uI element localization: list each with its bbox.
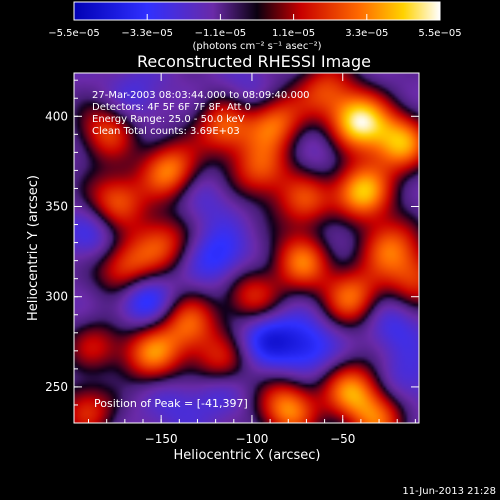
y-tick-label: 400 — [45, 109, 68, 123]
colorbar-tick-label: 3.3e−05 — [345, 28, 388, 39]
colorbar-ticks: −5.5e−05 −3.3e−05 −1.1e−05 1.1e−05 3.3e−05 5.… — [48, 14, 462, 39]
x-tick-label: −100 — [235, 432, 268, 446]
colorbar-unit-label: (photons cm⁻² s⁻¹ asec⁻²) — [192, 41, 321, 52]
annotation-line: 27-Mar-2003 08:03:44.000 to 08:09:40.000 — [92, 90, 310, 101]
image-area — [74, 73, 419, 423]
chart-title: Reconstructed RHESSI Image — [137, 52, 371, 71]
colorbar-gradient — [73, 1, 441, 21]
plot-frame — [73, 72, 420, 424]
x-axis-label: Heliocentric X (arcsec) — [174, 448, 321, 463]
colorbar-tick-label: −3.3e−05 — [121, 28, 173, 39]
colorbar-tick-label: −1.1e−05 — [195, 28, 247, 39]
x-tick-label: −150 — [145, 432, 178, 446]
annotation-line: Energy Range: 25.0 - 50.0 keV — [92, 114, 245, 125]
colorbar-tick-label: −5.5e−05 — [48, 28, 100, 39]
colorbar-tick-label: 1.1e−05 — [272, 28, 315, 39]
annotation-line: Detectors: 4F 5F 6F 7F 8F, Att 0 — [92, 102, 251, 113]
heatmap-image — [74, 73, 419, 423]
colorbar-tick-label: 5.5e−05 — [418, 28, 461, 39]
y-axis-label: Heliocentric Y (arcsec) — [26, 175, 41, 321]
y-axis: 250 300 350 400 — [45, 79, 419, 406]
footer-date: 11-Jun-2013 21:28 — [402, 486, 496, 497]
x-tick-label: −50 — [330, 432, 355, 446]
annotation-line: Clean Total counts: 3.69E+03 — [92, 126, 240, 137]
y-tick-label: 350 — [45, 200, 68, 214]
annotations: 27-Mar-2003 08:03:44.000 to 08:09:40.000… — [92, 90, 310, 137]
y-tick-label: 300 — [45, 290, 68, 304]
y-tick-label: 250 — [45, 380, 68, 394]
x-axis: −150 −100 −50 — [88, 73, 416, 446]
peak-position-label: Position of Peak = [-41,397] — [94, 397, 248, 410]
colorbar: −5.5e−05 −3.3e−05 −1.1e−05 1.1e−05 3.3e−05 5.… — [48, 1, 462, 52]
